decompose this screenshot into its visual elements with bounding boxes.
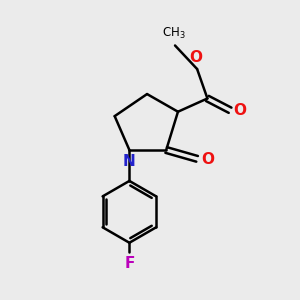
Text: O: O: [189, 50, 202, 65]
Text: CH$_3$: CH$_3$: [162, 26, 185, 41]
Text: O: O: [201, 152, 214, 167]
Text: O: O: [234, 103, 247, 118]
Text: N: N: [123, 154, 136, 169]
Text: F: F: [124, 256, 135, 271]
